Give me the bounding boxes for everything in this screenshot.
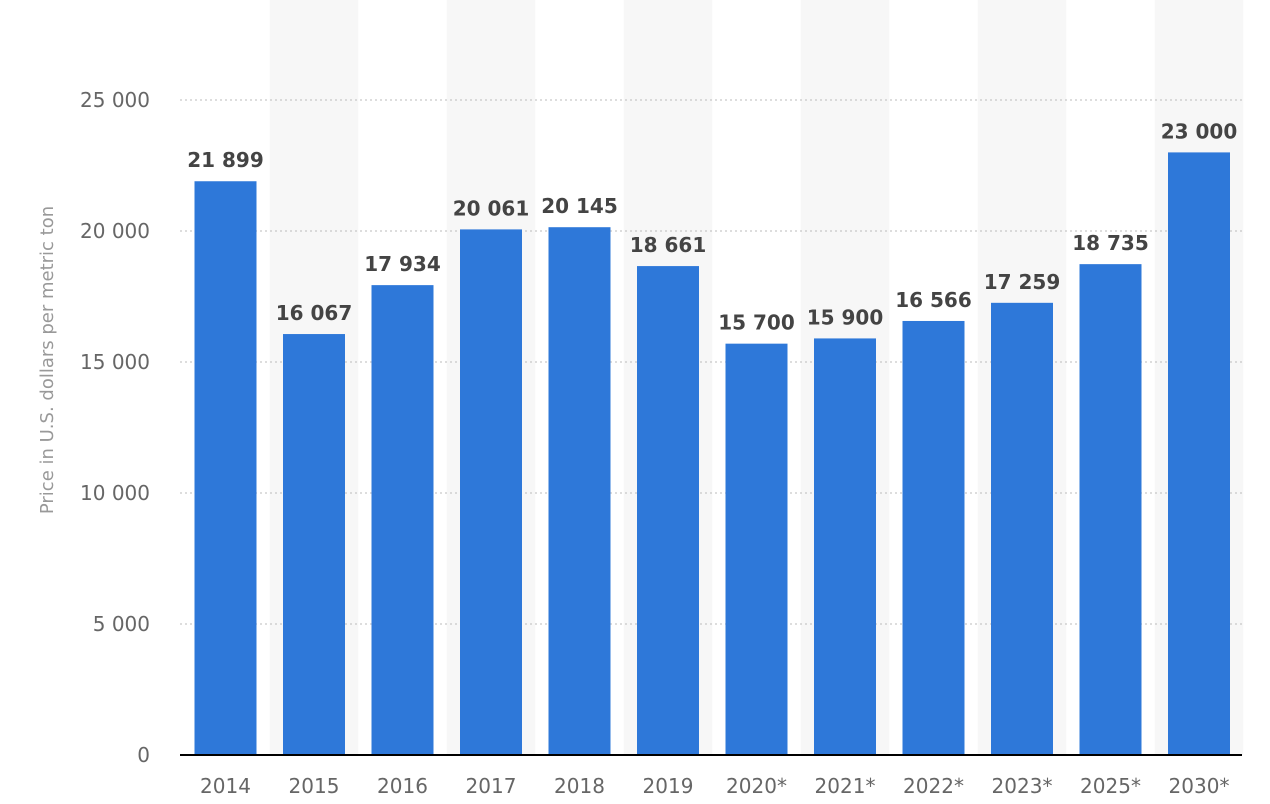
bar-2020*: [725, 343, 788, 755]
data-labels: 21 899 16 067 17 934 20 061 20 145 18 661 15 7…: [187, 119, 1237, 334]
y-tick-label: 5 000: [93, 612, 150, 636]
bar-2021*: [814, 338, 876, 755]
data-label-2030*: 23 000: [1161, 119, 1238, 143]
x-tick-label: 2015: [289, 774, 340, 798]
data-label-2015: 16 067: [276, 301, 353, 325]
bars: [194, 152, 1230, 756]
bar-2022*: [902, 320, 965, 755]
bar-2017: [460, 229, 522, 755]
data-label-2021*: 15 900: [807, 305, 884, 329]
x-tick-label: 2025*: [1080, 774, 1141, 798]
x-tick-label: 2017: [466, 774, 517, 798]
bar-2025*: [1079, 264, 1142, 755]
y-tick-label: 25 000: [80, 88, 150, 112]
y-axis-ticks: 0 5 000 10 000 15 000 20 000 25 000: [80, 88, 150, 767]
x-tick-label: 2018: [554, 774, 605, 798]
bar-2015: [283, 334, 345, 755]
data-label-2014: 21 899: [187, 148, 264, 172]
y-tick-label: 15 000: [80, 350, 150, 374]
x-tick-label: 2021*: [815, 774, 876, 798]
bar-2023*: [991, 302, 1053, 755]
y-tick-label: 0: [137, 743, 150, 767]
y-tick-label: 10 000: [80, 481, 150, 505]
data-label-2023*: 17 259: [984, 270, 1061, 294]
x-tick-label: 2030*: [1169, 774, 1230, 798]
data-label-2017: 20 061: [453, 196, 530, 220]
data-label-2025*: 18 735: [1072, 231, 1149, 255]
data-label-2020*: 15 700: [718, 311, 795, 335]
data-label-2022*: 16 566: [895, 288, 972, 312]
x-tick-label: 2014: [200, 774, 251, 798]
y-tick-label: 20 000: [80, 219, 150, 243]
x-tick-label: 2016: [377, 774, 428, 798]
data-label-2016: 17 934: [364, 252, 441, 276]
data-label-2018: 20 145: [541, 194, 618, 218]
x-tick-label: 2020*: [726, 774, 787, 798]
x-tick-label: 2022*: [903, 774, 964, 798]
y-axis-title: Price in U.S. dollars per metric ton: [37, 206, 58, 514]
x-axis-ticks: 2014 2015 2016 2017 2018 2019 2020* 2021* 2022* 2…: [200, 774, 1229, 798]
x-tick-label: 2023*: [992, 774, 1053, 798]
bar-2019: [637, 266, 699, 755]
data-label-2019: 18 661: [630, 233, 707, 257]
bar-2030*: [1168, 152, 1230, 755]
bar-2014: [194, 181, 257, 755]
bar-2018: [548, 227, 611, 756]
bar-2016: [371, 285, 434, 755]
gridlines: [180, 99, 1242, 625]
x-tick-label: 2019: [643, 774, 694, 798]
